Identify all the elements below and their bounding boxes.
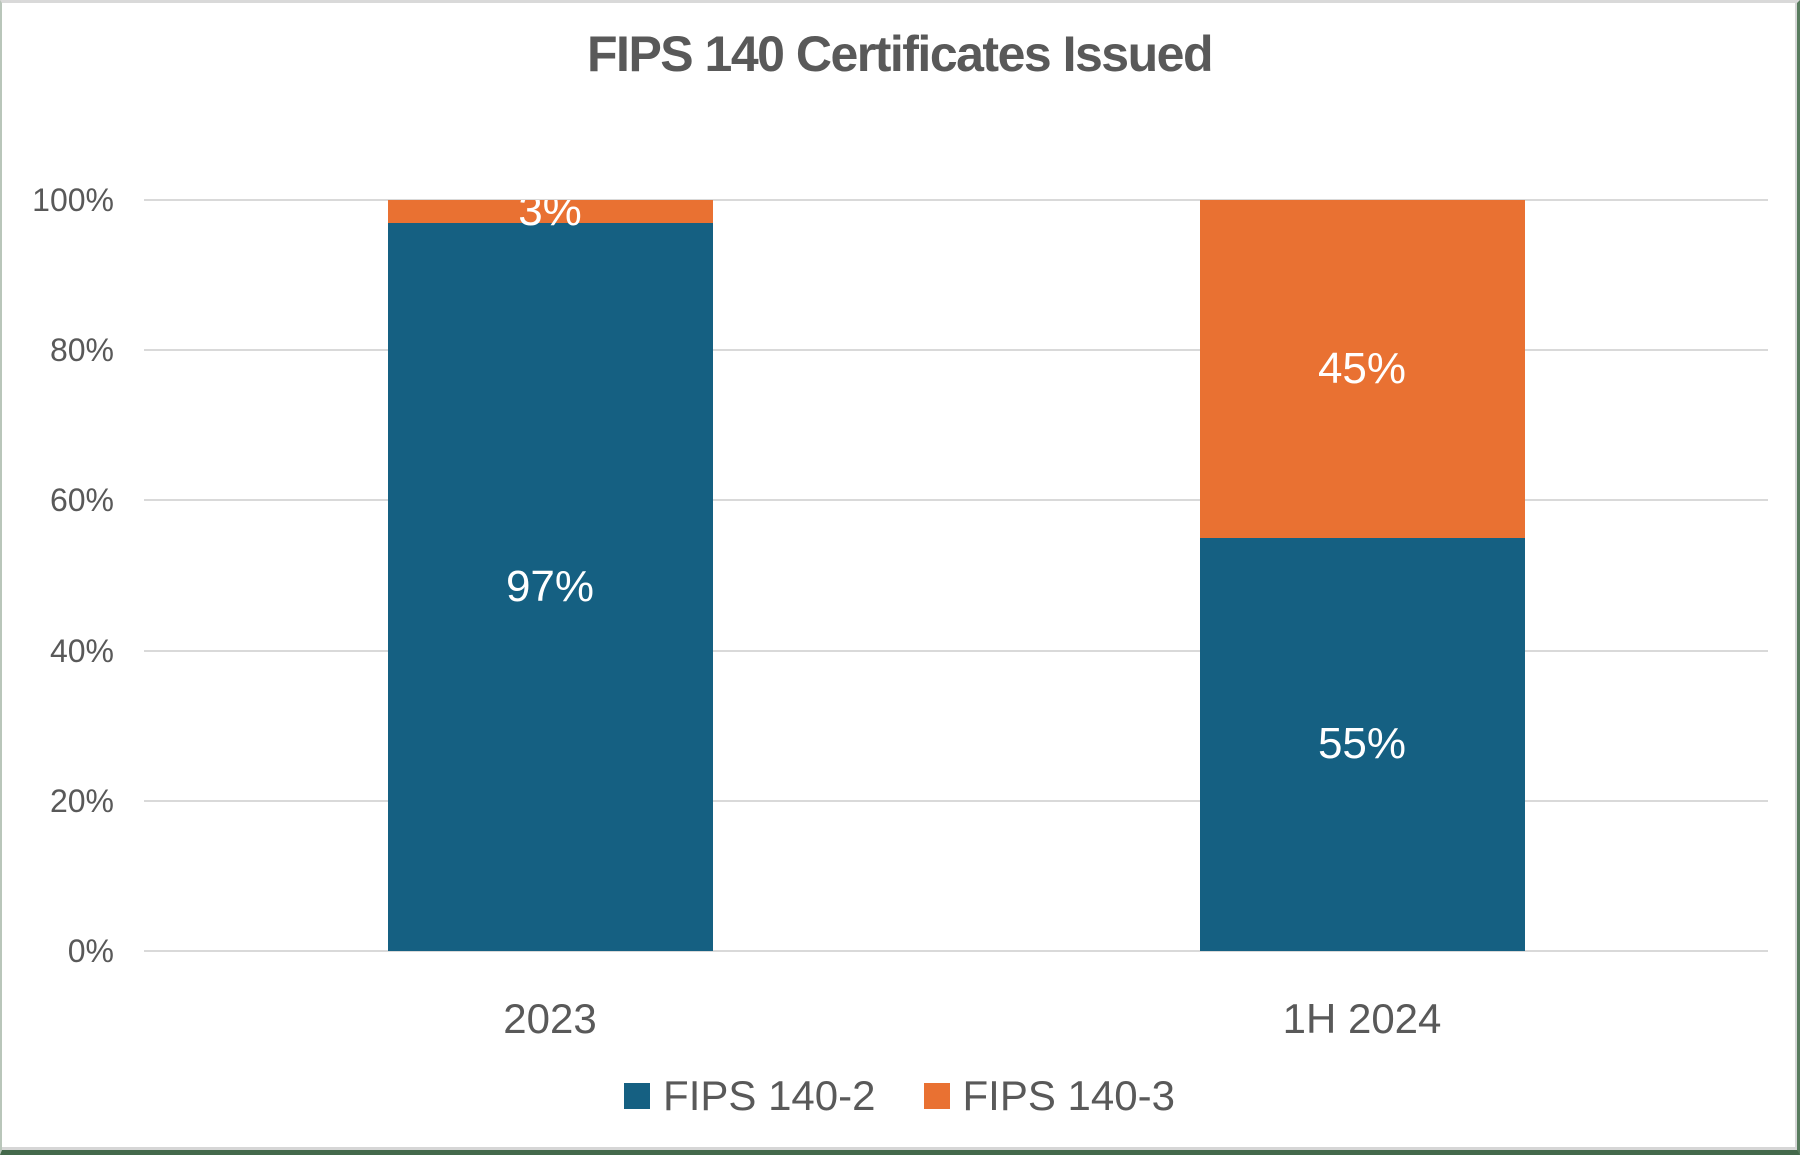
gridline-20 [144, 799, 1768, 802]
y-tick-label-40: 40% [49, 632, 114, 669]
legend-swatch-icon [624, 1083, 651, 1109]
x-tick-label-2023: 2023 [503, 995, 597, 1042]
stacked-bar-chart: FIPS 140 Certificates Issued 97% 3% 55% 45%… [2, 3, 1797, 1150]
segment-fips-140-3: 45% [1199, 200, 1525, 538]
legend-label: FIPS 140-2 [663, 1072, 876, 1119]
legend-item-fips-140-2: FIPS 140-2 [624, 1072, 876, 1119]
segment-fips-140-3: 3% [387, 200, 713, 233]
data-label: 55% [1317, 719, 1407, 769]
y-tick-label-100: 100% [32, 182, 114, 218]
gridline-100 [144, 199, 1768, 201]
data-label: 97% [505, 561, 595, 611]
legend: FIPS 140-2 FIPS 140-3 [2, 1075, 1797, 1117]
legend-swatch-icon [923, 1083, 950, 1109]
gridline-40 [144, 649, 1768, 652]
y-tick-label-0: 0% [67, 933, 114, 969]
y-tick-label-80: 80% [49, 332, 114, 369]
x-tick-label-1h-2024: 1H 2024 [1282, 995, 1442, 1042]
legend-label: FIPS 140-3 [962, 1072, 1175, 1119]
segment-fips-140-2: 55% [1199, 537, 1525, 951]
legend-item-fips-140-3: FIPS 140-3 [923, 1072, 1175, 1119]
y-tick-label-60: 60% [49, 482, 114, 519]
plot-area: 97% 3% 55% 45% [144, 199, 1768, 952]
gridline-60 [144, 499, 1768, 502]
bar-1h-2024: 55% 45% [1199, 200, 1525, 951]
chart-title: FIPS 140 Certificates Issued [587, 26, 1213, 82]
y-tick-label-20: 20% [49, 782, 114, 819]
gridline-80 [144, 349, 1768, 352]
data-label: 45% [1317, 343, 1407, 393]
segment-fips-140-2: 97% [387, 222, 713, 951]
bar-2023: 97% 3% [387, 200, 713, 951]
data-label: 3% [518, 200, 582, 236]
gridline-0 [144, 950, 1768, 952]
